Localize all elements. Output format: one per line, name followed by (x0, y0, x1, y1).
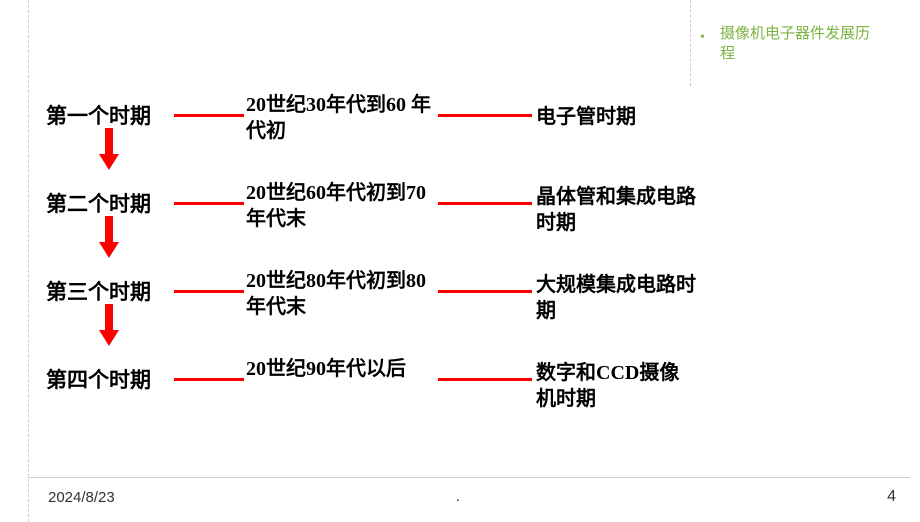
flow-row: 第三个时期20世纪80年代初到80 年代末大规模集成电路时期 (46, 276, 686, 332)
tech-label: 大规模集成电路时期 (536, 272, 696, 324)
period-label: 第三个时期 (46, 280, 176, 304)
connector-line (438, 290, 532, 293)
time-range-label: 20世纪30年代到60 年代初 (246, 92, 446, 144)
period-label: 第二个时期 (46, 192, 176, 216)
connector-line (438, 378, 532, 381)
right-guide (690, 0, 691, 86)
connector-line (174, 378, 244, 381)
flow-row: 第四个时期20世纪90年代以后数字和CCD摄像机时期 (46, 364, 686, 420)
footer-center: . (456, 489, 460, 506)
title-bullet: • (700, 30, 705, 46)
time-range-label: 20世纪90年代以后 (246, 356, 446, 382)
time-range-label: 20世纪60年代初到70 年代末 (246, 180, 446, 232)
tech-label: 晶体管和集成电路时期 (536, 184, 696, 236)
tech-label: 数字和CCD摄像机时期 (536, 360, 696, 412)
footer-divider (28, 477, 910, 478)
period-label: 第四个时期 (46, 368, 176, 392)
connector-line (174, 114, 244, 117)
flow-diagram: 第一个时期20世纪30年代到60 年代初电子管时期第二个时期20世纪60年代初到… (46, 100, 686, 450)
footer-page-number: 4 (887, 488, 896, 506)
connector-line (174, 202, 244, 205)
flow-row: 第一个时期20世纪30年代到60 年代初电子管时期 (46, 100, 686, 156)
slide-title: 摄像机电子器件发展历程 (720, 24, 870, 64)
period-label: 第一个时期 (46, 104, 176, 128)
flow-row: 第二个时期20世纪60年代初到70 年代末晶体管和集成电路时期 (46, 188, 686, 244)
time-range-label: 20世纪80年代初到80 年代末 (246, 268, 446, 320)
connector-line (174, 290, 244, 293)
connector-line (438, 202, 532, 205)
left-guide (28, 0, 29, 522)
tech-label: 电子管时期 (536, 104, 696, 130)
connector-line (438, 114, 532, 117)
footer-date: 2024/8/23 (48, 489, 115, 506)
